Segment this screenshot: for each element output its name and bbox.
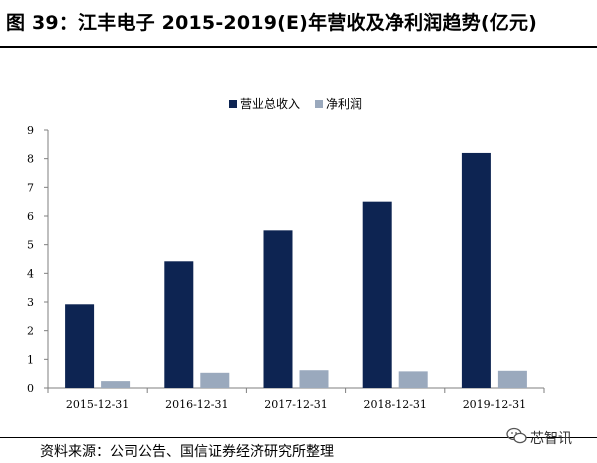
bar-revenue bbox=[164, 261, 194, 388]
y-tick-label: 2 bbox=[27, 325, 34, 338]
chart-area: 0 1 2 3 4 5 6 7 8 9 2015-12-31 2016-12-31 2017-12-31… bbox=[0, 48, 597, 437]
y-tick-label: 9 bbox=[27, 124, 34, 137]
bar-net-profit bbox=[299, 370, 329, 388]
footer-rule bbox=[0, 437, 597, 438]
legend-label: 营业总收入 bbox=[240, 97, 300, 111]
x-tick-label: 2017-12-31 bbox=[264, 398, 327, 411]
bar-chart: 0 1 2 3 4 5 6 7 8 9 2015-12-31 2016-12-31 2017-12-31… bbox=[27, 97, 545, 411]
x-tick-label: 2015-12-31 bbox=[66, 398, 129, 411]
bar-net-profit bbox=[398, 371, 428, 388]
y-tick-label: 7 bbox=[27, 181, 34, 194]
bar-net-profit bbox=[101, 381, 131, 388]
bar-revenue bbox=[65, 304, 95, 388]
y-tick-label: 4 bbox=[27, 267, 34, 280]
bar-revenue bbox=[263, 230, 293, 388]
bar-revenue bbox=[362, 201, 392, 388]
wechat-logo-icon bbox=[506, 427, 527, 444]
y-tick-label: 6 bbox=[27, 210, 34, 223]
bar-net-profit bbox=[497, 370, 527, 388]
y-tick-label: 5 bbox=[27, 239, 34, 252]
y-tick-label: 3 bbox=[27, 296, 34, 309]
y-tick-label: 0 bbox=[27, 382, 34, 395]
source-note: 资料来源：公司公告、国信证券经济研究所整理 bbox=[40, 444, 334, 460]
figure-title: 图 39：江丰电子 2015-2019(E)年营收及净利润趋势(亿元) bbox=[6, 12, 538, 34]
x-tick-label: 2016-12-31 bbox=[165, 398, 228, 411]
bar-net-profit bbox=[200, 372, 230, 388]
y-tick-label: 8 bbox=[27, 153, 34, 166]
x-tick-label: 2019-12-31 bbox=[463, 398, 526, 411]
watermark-text: 芯智讯 bbox=[530, 431, 572, 447]
watermark: 芯智讯 bbox=[506, 426, 594, 450]
legend-swatch bbox=[229, 100, 237, 108]
report-header: 图 39：江丰电子 2015-2019(E)年营收及净利润趋势(亿元) bbox=[0, 0, 597, 48]
header-rule bbox=[0, 46, 597, 48]
bar-revenue bbox=[461, 152, 491, 388]
legend-swatch bbox=[315, 100, 323, 108]
legend-label: 净利润 bbox=[326, 97, 362, 111]
x-tick-label: 2018-12-31 bbox=[363, 398, 426, 411]
y-tick-label: 1 bbox=[27, 353, 34, 366]
